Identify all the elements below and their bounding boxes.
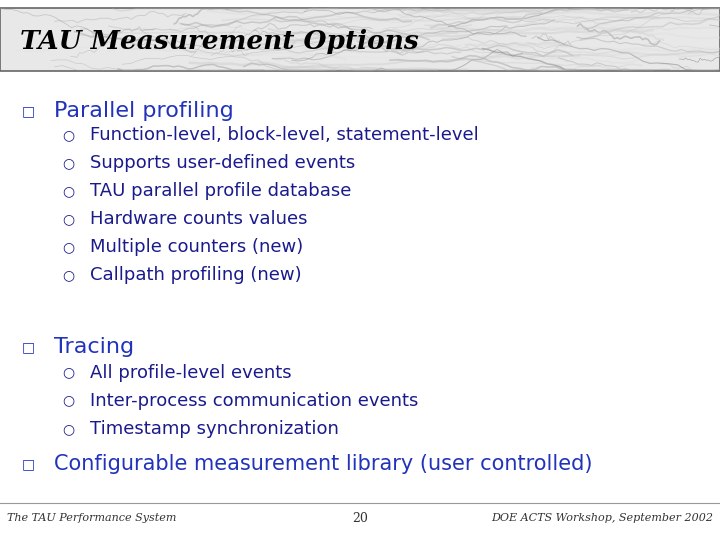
Text: TAU parallel profile database: TAU parallel profile database xyxy=(90,182,351,200)
Text: ○: ○ xyxy=(63,212,74,226)
Text: ○: ○ xyxy=(63,394,74,408)
Text: ○: ○ xyxy=(63,366,74,380)
Text: □: □ xyxy=(22,104,35,118)
Text: ○: ○ xyxy=(63,156,74,170)
Text: All profile-level events: All profile-level events xyxy=(90,363,292,382)
Text: DOE ACTS Workshop, September 2002: DOE ACTS Workshop, September 2002 xyxy=(491,514,713,523)
Text: □: □ xyxy=(22,457,35,471)
Text: Tracing: Tracing xyxy=(54,337,134,357)
Text: ○: ○ xyxy=(63,128,74,142)
Text: Multiple counters (new): Multiple counters (new) xyxy=(90,238,303,256)
FancyBboxPatch shape xyxy=(0,8,720,71)
Text: Configurable measurement library (user controlled): Configurable measurement library (user c… xyxy=(54,454,593,475)
Text: ○: ○ xyxy=(63,240,74,254)
Text: Parallel profiling: Parallel profiling xyxy=(54,100,234,121)
Text: Inter-process communication events: Inter-process communication events xyxy=(90,392,418,410)
Text: ○: ○ xyxy=(63,422,74,436)
Text: Timestamp synchronization: Timestamp synchronization xyxy=(90,420,339,438)
Text: Function-level, block-level, statement-level: Function-level, block-level, statement-l… xyxy=(90,126,479,144)
Text: The TAU Performance System: The TAU Performance System xyxy=(7,514,176,523)
Text: ○: ○ xyxy=(63,268,74,282)
Text: □: □ xyxy=(22,340,35,354)
Text: Supports user-defined events: Supports user-defined events xyxy=(90,154,355,172)
Text: ○: ○ xyxy=(63,184,74,198)
Text: Callpath profiling (new): Callpath profiling (new) xyxy=(90,266,302,285)
Text: 20: 20 xyxy=(352,512,368,525)
Text: Hardware counts values: Hardware counts values xyxy=(90,210,307,228)
Text: TAU Measurement Options: TAU Measurement Options xyxy=(20,29,419,53)
